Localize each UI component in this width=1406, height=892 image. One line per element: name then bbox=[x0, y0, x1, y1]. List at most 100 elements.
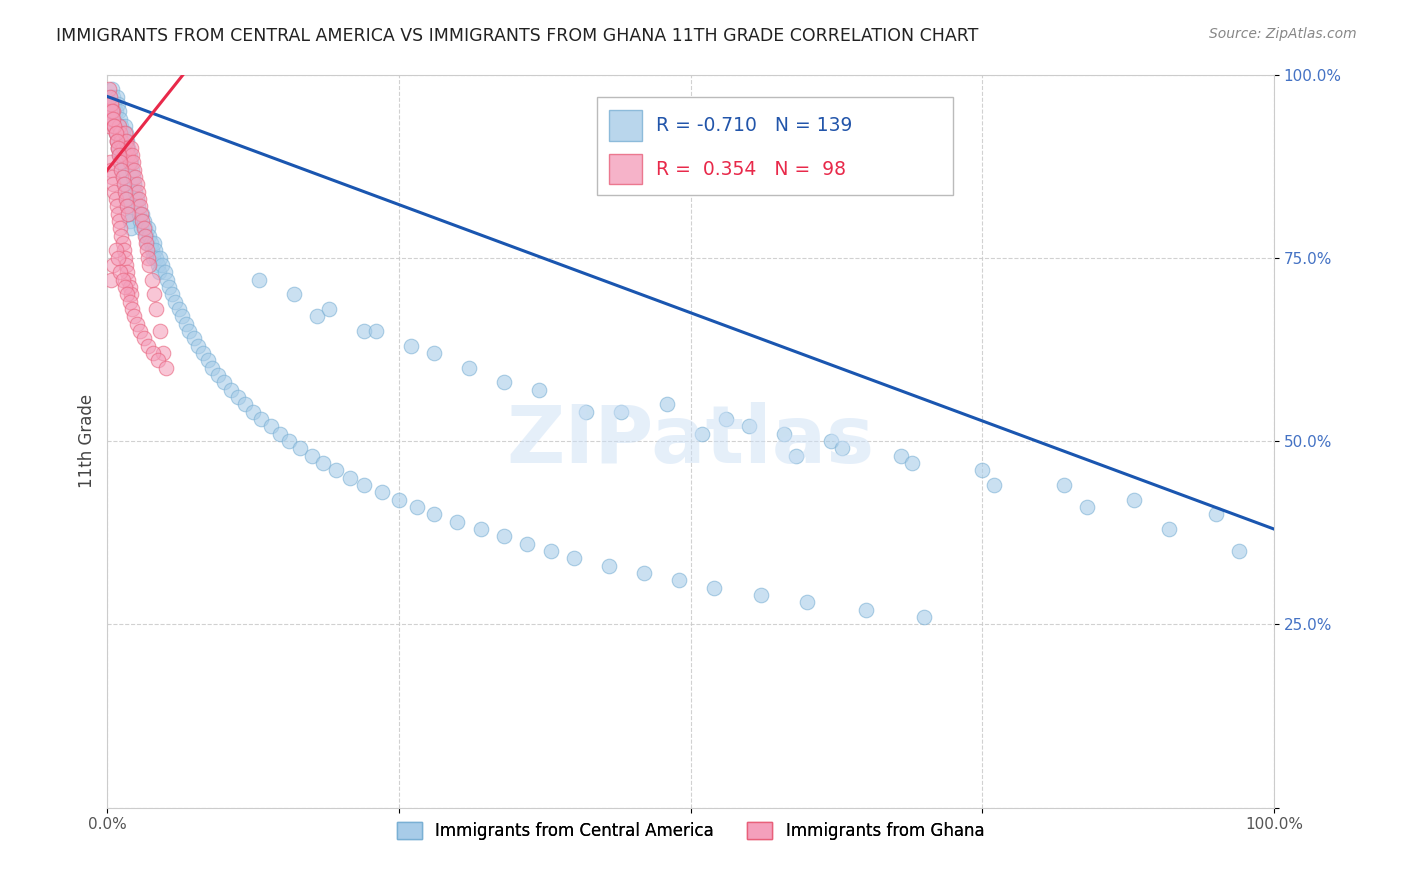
Point bbox=[160, 287, 183, 301]
Point bbox=[101, 112, 124, 126]
Point bbox=[207, 368, 229, 383]
Point bbox=[111, 170, 134, 185]
Point bbox=[122, 310, 145, 324]
Point bbox=[125, 317, 148, 331]
Point bbox=[657, 397, 679, 411]
Point bbox=[609, 405, 631, 419]
Point bbox=[98, 104, 121, 119]
Point bbox=[115, 199, 138, 213]
Text: IMMIGRANTS FROM CENTRAL AMERICA VS IMMIGRANTS FROM GHANA 11TH GRADE CORRELATION : IMMIGRANTS FROM CENTRAL AMERICA VS IMMIG… bbox=[56, 27, 979, 45]
Point bbox=[118, 148, 141, 162]
Point bbox=[820, 434, 842, 449]
Point bbox=[118, 294, 141, 309]
Point bbox=[105, 134, 128, 148]
Point bbox=[104, 244, 127, 258]
Point bbox=[149, 251, 172, 265]
Point bbox=[103, 119, 125, 133]
Point bbox=[103, 178, 125, 192]
Point bbox=[197, 353, 219, 368]
Point bbox=[128, 207, 150, 221]
Point bbox=[114, 185, 136, 199]
Point bbox=[143, 287, 166, 301]
Point bbox=[111, 170, 134, 185]
Point bbox=[212, 376, 235, 390]
Text: Source: ZipAtlas.com: Source: ZipAtlas.com bbox=[1209, 27, 1357, 41]
Point bbox=[112, 244, 135, 258]
Point bbox=[100, 96, 122, 111]
Point bbox=[100, 96, 122, 111]
Point bbox=[107, 141, 129, 155]
Point bbox=[250, 412, 273, 426]
Point bbox=[540, 544, 562, 558]
Point bbox=[124, 185, 146, 199]
Point bbox=[201, 360, 224, 375]
Point bbox=[100, 273, 122, 287]
Point bbox=[132, 221, 155, 235]
Point bbox=[127, 199, 149, 213]
Point bbox=[105, 199, 128, 213]
Point bbox=[325, 463, 347, 477]
Point bbox=[1053, 478, 1076, 492]
Point bbox=[269, 426, 291, 441]
Point bbox=[101, 82, 124, 96]
Point bbox=[103, 258, 125, 272]
Point bbox=[121, 162, 143, 177]
Point bbox=[131, 214, 153, 228]
Point bbox=[118, 214, 141, 228]
Point bbox=[136, 236, 159, 251]
Point bbox=[692, 426, 714, 441]
Point bbox=[120, 141, 142, 155]
Point bbox=[120, 287, 142, 301]
Text: R = -0.710   N = 139: R = -0.710 N = 139 bbox=[655, 116, 852, 135]
Point bbox=[714, 412, 737, 426]
Point bbox=[167, 302, 190, 317]
Point bbox=[633, 566, 655, 580]
Text: R =  0.354   N =  98: R = 0.354 N = 98 bbox=[655, 160, 846, 178]
Point bbox=[103, 112, 125, 126]
Point bbox=[785, 449, 807, 463]
Point bbox=[122, 162, 145, 177]
Point bbox=[1227, 544, 1250, 558]
Point bbox=[301, 449, 323, 463]
Point bbox=[738, 419, 761, 434]
Point bbox=[901, 456, 924, 470]
Point bbox=[458, 360, 481, 375]
Point bbox=[110, 162, 132, 177]
Point bbox=[107, 141, 129, 155]
Point bbox=[145, 302, 167, 317]
Point bbox=[598, 558, 620, 573]
Point bbox=[104, 126, 127, 140]
Point bbox=[146, 258, 169, 272]
Point bbox=[1157, 522, 1180, 536]
Point bbox=[115, 287, 138, 301]
Point bbox=[115, 141, 138, 155]
Point bbox=[110, 155, 132, 169]
Point bbox=[108, 148, 131, 162]
Point bbox=[104, 104, 127, 119]
Point bbox=[157, 280, 180, 294]
Point bbox=[562, 551, 585, 566]
Point bbox=[388, 492, 411, 507]
Point bbox=[117, 207, 139, 221]
Point bbox=[128, 192, 150, 206]
Point bbox=[118, 155, 141, 169]
Point bbox=[103, 185, 125, 199]
Point bbox=[115, 134, 138, 148]
Point bbox=[470, 522, 492, 536]
Point bbox=[353, 324, 375, 338]
Point bbox=[283, 287, 305, 301]
Point bbox=[138, 258, 160, 272]
Point bbox=[141, 244, 163, 258]
Point bbox=[98, 89, 121, 103]
Point bbox=[114, 126, 136, 140]
Point bbox=[111, 236, 134, 251]
Point bbox=[353, 478, 375, 492]
Point bbox=[114, 251, 136, 265]
Point bbox=[165, 294, 187, 309]
Point bbox=[101, 104, 124, 119]
Point bbox=[170, 310, 193, 324]
Point bbox=[100, 162, 122, 177]
Point bbox=[136, 244, 159, 258]
Point bbox=[318, 302, 340, 317]
Point bbox=[103, 119, 125, 133]
